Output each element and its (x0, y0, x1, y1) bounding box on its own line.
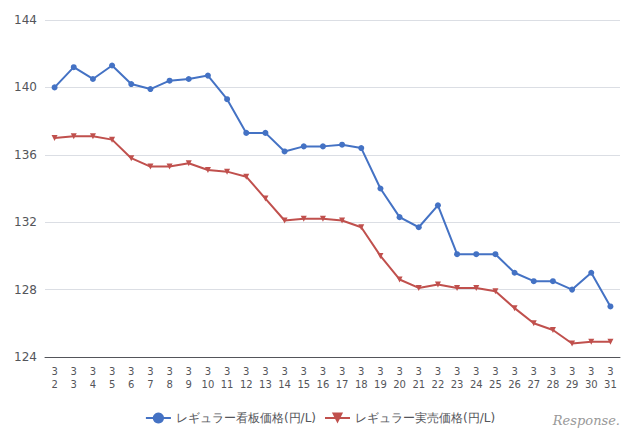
svg-text:3: 3 (281, 366, 287, 377)
svg-text:3: 3 (588, 366, 594, 377)
svg-text:3: 3 (511, 366, 517, 377)
svg-text:3: 3 (109, 366, 115, 377)
svg-text:3: 3 (186, 366, 192, 377)
svg-text:3: 3 (607, 366, 613, 377)
svg-text:132: 132 (14, 215, 37, 229)
svg-text:27: 27 (527, 379, 540, 390)
svg-text:3: 3 (166, 366, 172, 377)
svg-text:19: 19 (374, 379, 387, 390)
svg-text:17: 17 (336, 379, 349, 390)
svg-text:3: 3 (416, 366, 422, 377)
svg-text:11: 11 (221, 379, 234, 390)
svg-text:7: 7 (147, 379, 153, 390)
svg-text:23: 23 (451, 379, 464, 390)
svg-text:3: 3 (243, 366, 249, 377)
svg-text:14: 14 (278, 379, 291, 390)
svg-text:9: 9 (186, 379, 192, 390)
svg-text:8: 8 (166, 379, 172, 390)
svg-text:3: 3 (71, 366, 77, 377)
svg-text:5: 5 (109, 379, 115, 390)
svg-text:3: 3 (224, 366, 230, 377)
svg-text:3: 3 (550, 366, 556, 377)
svg-text:3: 3 (51, 366, 57, 377)
svg-text:4: 4 (90, 379, 96, 390)
svg-text:3: 3 (473, 366, 479, 377)
svg-text:16: 16 (317, 379, 330, 390)
svg-text:3: 3 (320, 366, 326, 377)
svg-text:3: 3 (205, 366, 211, 377)
svg-text:レギュラー実売価格(円/L): レギュラー実売価格(円/L) (355, 411, 495, 425)
svg-text:31: 31 (604, 379, 617, 390)
svg-text:21: 21 (412, 379, 425, 390)
svg-text:25: 25 (489, 379, 502, 390)
svg-text:3: 3 (358, 366, 364, 377)
svg-text:3: 3 (569, 366, 575, 377)
svg-text:26: 26 (508, 379, 521, 390)
svg-text:22: 22 (432, 379, 445, 390)
svg-text:3: 3 (396, 366, 402, 377)
svg-text:144: 144 (14, 13, 37, 27)
svg-text:140: 140 (14, 80, 37, 94)
svg-text:Response.: Response. (552, 413, 620, 428)
svg-text:レギュラー看板価格(円/L): レギュラー看板価格(円/L) (176, 411, 316, 425)
svg-text:6: 6 (128, 379, 134, 390)
svg-text:124: 124 (14, 350, 37, 364)
svg-text:128: 128 (14, 283, 37, 297)
svg-text:28: 28 (547, 379, 560, 390)
svg-text:12: 12 (240, 379, 253, 390)
svg-text:10: 10 (202, 379, 215, 390)
svg-text:3: 3 (301, 366, 307, 377)
svg-text:29: 29 (566, 379, 579, 390)
svg-text:15: 15 (297, 379, 310, 390)
svg-text:136: 136 (14, 148, 37, 162)
svg-text:30: 30 (585, 379, 598, 390)
svg-text:3: 3 (147, 366, 153, 377)
svg-text:24: 24 (470, 379, 483, 390)
svg-text:3: 3 (454, 366, 460, 377)
svg-text:3: 3 (531, 366, 537, 377)
svg-text:3: 3 (128, 366, 134, 377)
svg-text:3: 3 (90, 366, 96, 377)
svg-text:3: 3 (492, 366, 498, 377)
svg-text:18: 18 (355, 379, 368, 390)
svg-text:3: 3 (435, 366, 441, 377)
svg-text:2: 2 (51, 379, 57, 390)
svg-text:13: 13 (259, 379, 272, 390)
svg-text:3: 3 (339, 366, 345, 377)
svg-text:3: 3 (71, 379, 77, 390)
svg-text:3: 3 (262, 366, 268, 377)
svg-text:20: 20 (393, 379, 406, 390)
svg-text:3: 3 (377, 366, 383, 377)
